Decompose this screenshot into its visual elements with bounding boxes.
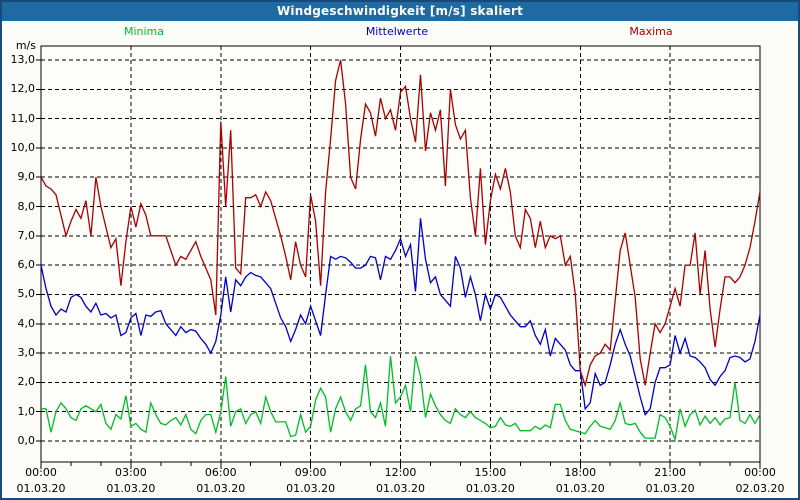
window-title: Windgeschwindigkeit [m/s] skaliert: [276, 3, 524, 18]
legend-minima: Minima: [123, 25, 165, 38]
y-tick-label: 10,0: [10, 140, 36, 154]
x-tick-date-label: 02.03.20: [735, 482, 785, 495]
legend-mittelwerte: Mittelwerte: [365, 25, 429, 38]
y-tick-label: 9,0: [17, 170, 36, 184]
x-tick-date-label: 01.03.20: [376, 482, 425, 495]
x-tick-date-label: 01.03.20: [645, 482, 695, 495]
y-tick-label: 5,0: [17, 287, 36, 301]
x-tick-time-label: 03:00: [115, 466, 147, 479]
x-tick-time-label: 00:00: [25, 466, 57, 479]
y-tick-label: 1,0: [17, 404, 36, 418]
window-titlebar: Windgeschwindigkeit [m/s] skaliert: [0, 0, 800, 21]
legend-maxima: Maxima: [629, 25, 673, 38]
x-tick-time-label: 00:00: [744, 466, 776, 479]
x-tick-date-label: 01.03.20: [196, 482, 246, 495]
y-tick-label: 2,0: [17, 375, 36, 389]
x-tick-time-label: 15:00: [474, 466, 507, 479]
x-tick-date-label: 01.03.20: [555, 482, 605, 495]
x-tick-date-label: 01.03.20: [16, 482, 66, 495]
y-tick-label: 8,0: [17, 199, 36, 213]
x-tick-time-label: 09:00: [294, 466, 327, 479]
x-tick-time-label: 12:00: [384, 466, 417, 479]
y-tick-label: 11,0: [10, 111, 36, 125]
y-tick-label: 6,0: [17, 258, 36, 272]
y-tick-label: 3,0: [17, 346, 36, 360]
y-tick-label: 7,0: [17, 228, 36, 242]
x-tick-date-label: 01.03.20: [286, 482, 336, 495]
x-tick-time-label: 18:00: [564, 466, 597, 479]
y-tick-label: 12,0: [10, 82, 36, 96]
x-tick-date-label: 01.03.20: [465, 482, 515, 495]
y-axis-unit-label: m/s: [15, 39, 36, 52]
x-tick-time-label: 06:00: [204, 466, 237, 479]
x-tick-date-label: 01.03.20: [106, 482, 156, 495]
y-tick-label: 13,0: [10, 53, 36, 66]
y-tick-label: 0,0: [17, 434, 36, 447]
x-tick-time-label: 21:00: [654, 466, 686, 479]
y-tick-label: 4,0: [17, 316, 36, 330]
